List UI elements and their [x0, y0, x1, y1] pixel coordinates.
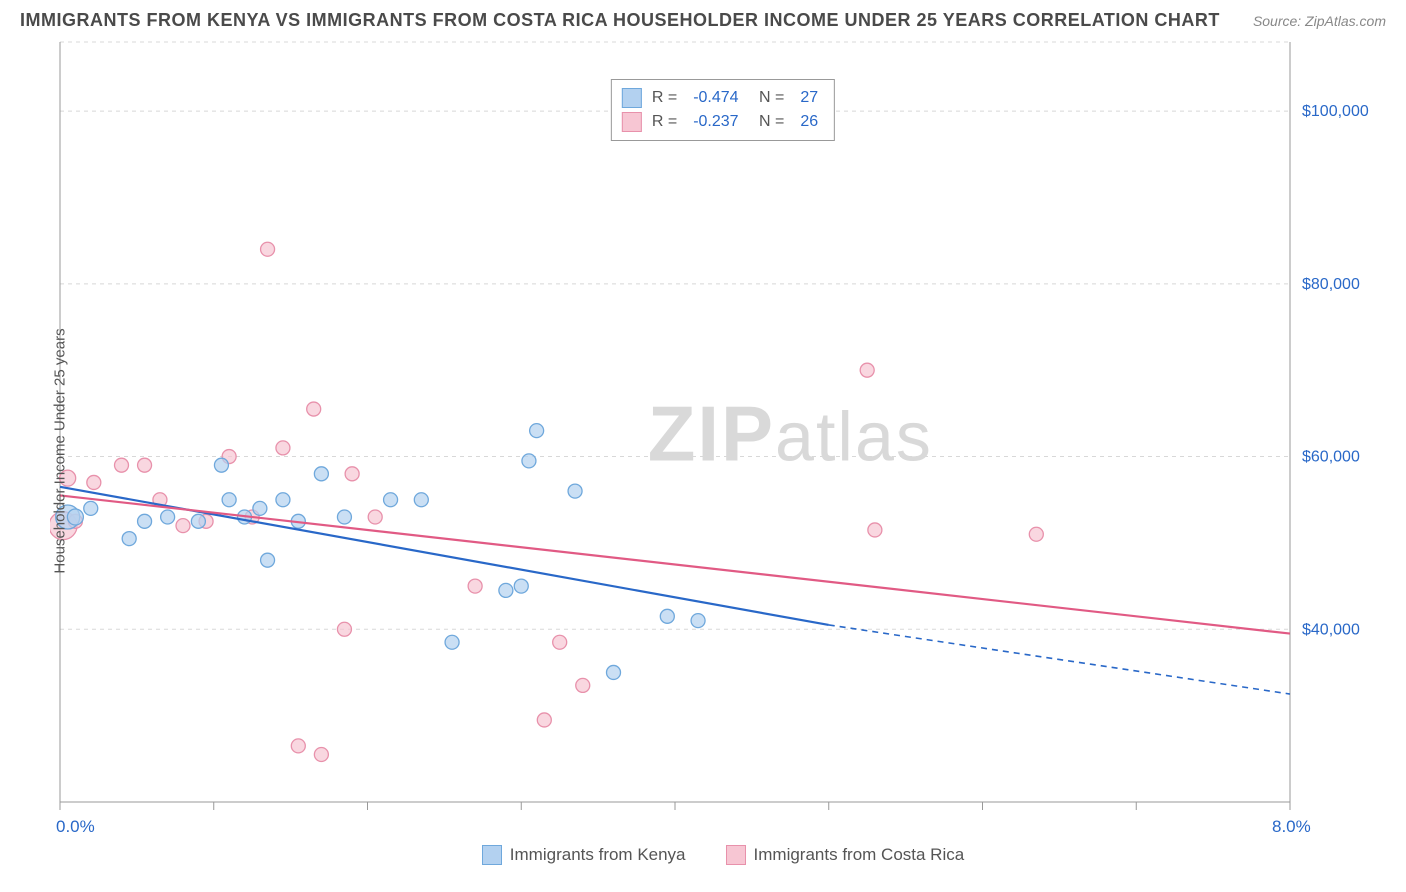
stats-row-costarica: R = -0.237 N = 26 [622, 110, 824, 134]
n-value-costarica: 26 [800, 110, 818, 134]
scatter-plot: $40,000 $60,000 $80,000 $100,000 [50, 37, 1380, 817]
swatch-kenya [482, 845, 502, 865]
swatch-kenya [622, 88, 642, 108]
r-label: R = [652, 110, 677, 134]
n-label: N = [755, 110, 785, 134]
chart-source: Source: ZipAtlas.com [1253, 13, 1386, 29]
chart-header: IMMIGRANTS FROM KENYA VS IMMIGRANTS FROM… [0, 0, 1406, 37]
svg-text:$80,000: $80,000 [1302, 276, 1360, 293]
n-label: N = [755, 86, 785, 110]
r-label: R = [652, 86, 677, 110]
x-max-label: 8.0% [1272, 817, 1311, 837]
stats-legend: R = -0.474 N = 27 R = -0.237 N = 26 [611, 79, 835, 141]
r-value-kenya: -0.474 [693, 86, 738, 110]
n-value-kenya: 27 [800, 86, 818, 110]
chart-title: IMMIGRANTS FROM KENYA VS IMMIGRANTS FROM… [20, 10, 1220, 31]
r-value-costarica: -0.237 [693, 110, 738, 134]
legend-label-costarica: Immigrants from Costa Rica [754, 845, 965, 865]
svg-text:$60,000: $60,000 [1302, 449, 1360, 466]
legend-label-kenya: Immigrants from Kenya [510, 845, 686, 865]
y-axis-label: Householder Income Under 25 years [52, 328, 69, 573]
swatch-costarica [622, 112, 642, 132]
svg-text:$40,000: $40,000 [1302, 621, 1360, 638]
x-axis-labels: 0.0% 8.0% [50, 817, 1396, 841]
swatch-costarica [726, 845, 746, 865]
legend-item-costarica: Immigrants from Costa Rica [726, 845, 965, 865]
chart-area: Householder Income Under 25 years R = -0… [50, 37, 1396, 865]
series-legend: Immigrants from Kenya Immigrants from Co… [50, 845, 1396, 865]
stats-row-kenya: R = -0.474 N = 27 [622, 86, 824, 110]
svg-text:$100,000: $100,000 [1302, 103, 1369, 120]
x-min-label: 0.0% [56, 817, 95, 837]
legend-item-kenya: Immigrants from Kenya [482, 845, 686, 865]
